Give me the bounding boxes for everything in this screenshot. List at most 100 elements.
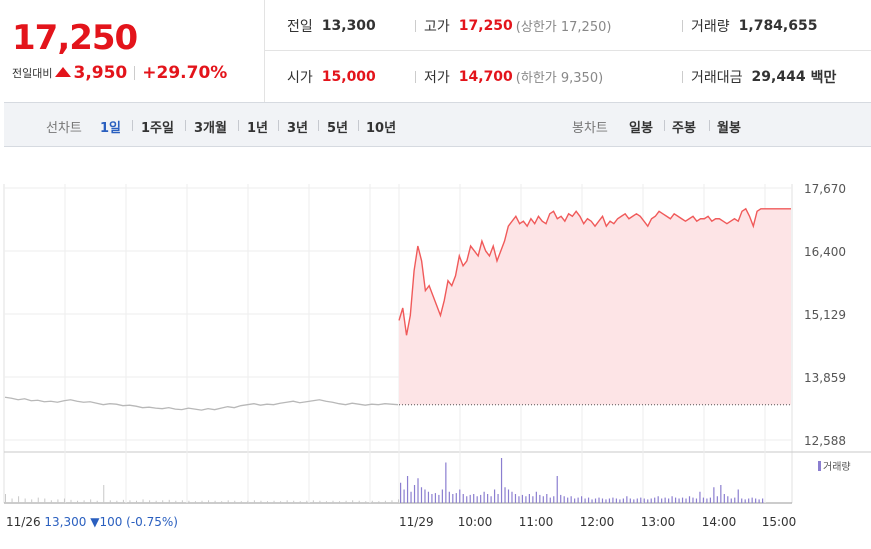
volume-bar [410,491,412,503]
volume-bar [280,501,282,503]
volume-bar [352,500,354,503]
change-percent: +29.70% [142,63,228,83]
volume-bar [688,496,691,503]
volume-bar [50,500,52,503]
line-chart-label: 선차트 [46,121,82,136]
prev-day-close: 13,300 ▼100 (-0.75%) [44,515,178,529]
volume-bar [619,499,621,503]
lower-limit: (하한가 9,350) [515,71,604,86]
volume-bar [469,494,471,503]
volume-bar [758,499,760,503]
volume-bar [521,494,524,503]
chart-period-tabs: 선차트 1일 1주일 3개월 1년 3년 5년 10년 봉차트 일봉 주봉 월봉 [4,102,871,147]
volume-bar [31,499,33,503]
volume-bar [709,497,711,503]
tab-1year[interactable]: 1년 [247,121,269,136]
volume-label: 거래량 [691,18,730,35]
prev-close-cell: 전일 13,300 [287,0,376,51]
volume-value: 1,784,655 [738,17,818,34]
volume-bar [455,493,457,503]
today-price-line [398,207,791,336]
volume-bar [273,500,275,503]
prev-day-date: 11/26 [6,515,44,529]
divider [358,120,359,131]
x-tick-label: 12:00 [580,515,615,529]
volume-bar [695,498,698,503]
divider [278,120,279,131]
low-value: 14,700 [458,68,513,85]
volume-bar [18,496,20,503]
volume-bar [539,494,541,503]
volume-bar [299,501,301,503]
volume-bar [129,500,131,503]
tab-3year[interactable]: 3년 [287,121,309,136]
volume-bar [247,500,249,503]
volume-bar [149,500,151,503]
volume-bar [227,500,229,503]
volume-bar [420,487,423,503]
prev-day-price-line [4,396,399,411]
tab-monthly-candle[interactable]: 월봉 [717,121,741,136]
high-cell: 고가 17,250 (상한가 17,250) [415,0,611,51]
volume-bar [400,482,402,503]
divider [682,19,683,32]
volume-bar [532,496,534,503]
volume-bar [661,498,663,503]
today-price-area [399,208,791,405]
tab-1week[interactable]: 1주일 [141,121,174,136]
tab-10year[interactable]: 10년 [366,121,397,136]
volume-bar [438,494,440,503]
upper-limit: (상한가 17,250) [515,20,612,35]
volume-bar [535,491,537,503]
volume-bar [391,500,393,503]
volume-bar [11,498,13,503]
volume-bar [685,498,687,503]
volume-bar [587,497,590,503]
open-value: 15,000 [321,68,376,85]
tab-3month[interactable]: 3개월 [194,121,227,136]
volume-bar [319,500,321,503]
change-label: 전일대비 [12,67,53,80]
volume-bar [452,494,454,503]
price-summary: 17,250 전일대비 3,950 +29.70% [4,0,265,102]
volume-bar [629,498,631,503]
volume-bar [674,497,677,503]
volume-bar [751,497,753,503]
prev-close-value: 13,300 [321,17,376,34]
tab-daily-candle[interactable]: 일봉 [629,121,653,136]
volume-bar [668,498,670,503]
volume-bar [741,498,743,503]
tab-1day[interactable]: 1일 [100,121,122,136]
divider [132,120,133,131]
volume-bar [657,496,659,503]
volume-bar [626,496,628,503]
x-tick-label: 11/29 [399,515,434,529]
volume-bar [312,500,314,503]
tab-weekly-candle[interactable]: 주봉 [672,121,696,136]
divider [238,120,239,131]
volume-bar [560,494,562,503]
volume-bar [142,499,144,503]
y-tick-label: 13,859 [804,371,846,385]
prev-close-label: 전일 [287,18,313,35]
volume-bar [431,494,433,503]
volume-bar [493,489,496,503]
volume-bar [727,496,729,503]
volume-bar [654,497,656,503]
tab-5year[interactable]: 5년 [327,121,349,136]
volume-bar [325,501,327,503]
volume-bar [234,500,236,503]
volume-bar [563,496,565,503]
volume-bar [339,501,341,503]
volume-bar [424,489,426,503]
amount-value: 29,444 [751,68,806,85]
volume-bar [406,476,409,503]
x-tick-label: 15:00 [762,515,797,529]
volume-bar [748,498,750,503]
volume-bar [612,497,614,503]
volume-bar [511,491,513,503]
open-cell: 시가 15,000 [287,51,376,102]
volume-bar [417,478,419,503]
volume-bar [643,498,645,503]
